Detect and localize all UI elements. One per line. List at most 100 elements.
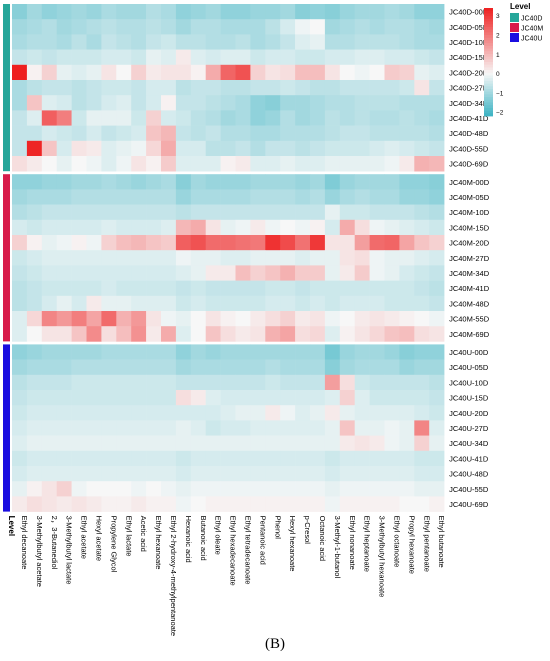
- heatmap-cell: [12, 390, 28, 406]
- heatmap-cell: [205, 450, 221, 467]
- heatmap-cell: [26, 420, 43, 436]
- heatmap-cell: [56, 265, 72, 281]
- heatmap-cell: [339, 326, 355, 342]
- heatmap-cell: [324, 4, 341, 20]
- heatmap-cell: [295, 265, 311, 281]
- heatmap-cell: [384, 466, 400, 482]
- heatmap-cell: [190, 450, 206, 467]
- heatmap-cell: [324, 204, 341, 221]
- heatmap-cell: [116, 420, 132, 436]
- heatmap-cell: [339, 156, 355, 172]
- heatmap-cell: [56, 235, 72, 251]
- heatmap-cell: [354, 49, 370, 66]
- heatmap-cell: [146, 280, 162, 297]
- heatmap-cell: [354, 496, 370, 512]
- heatmap-cell: [280, 156, 296, 172]
- heatmap-cell: [354, 311, 370, 327]
- heatmap-cell: [71, 64, 87, 81]
- heatmap-cell: [265, 390, 281, 406]
- heatmap-cell: [414, 110, 430, 126]
- heatmap-cell: [146, 435, 162, 452]
- heatmap-cell: [339, 19, 355, 35]
- heatmap-cell: [339, 219, 355, 236]
- color-scale-step: [484, 16, 493, 20]
- heatmap-cell: [414, 64, 430, 81]
- heatmap-cell: [56, 204, 72, 221]
- heatmap-cell: [220, 140, 236, 157]
- heatmap-cell: [384, 140, 400, 157]
- color-scale-step: [484, 105, 493, 109]
- heatmap-cell: [101, 405, 117, 421]
- heatmap-cell: [190, 250, 206, 266]
- column-label: Hexanoic acid: [184, 516, 193, 563]
- heatmap-cell: [369, 466, 385, 482]
- heatmap-cell: [220, 435, 236, 452]
- heatmap-cell: [399, 496, 415, 512]
- heatmap-cell: [86, 95, 102, 111]
- color-scale-step: [484, 32, 493, 36]
- heatmap-cell: [354, 80, 370, 96]
- heatmap-cell: [86, 110, 102, 126]
- row-label: JC40M-41D: [449, 284, 490, 293]
- heatmap-cell: [429, 280, 445, 297]
- heatmap-cell: [56, 34, 72, 50]
- heatmap-cell: [205, 496, 221, 512]
- heatmap-cell: [205, 326, 221, 342]
- heatmap-cell: [116, 466, 132, 482]
- heatmap-cell: [324, 435, 341, 452]
- heatmap-cell: [101, 189, 117, 205]
- heatmap-cell: [26, 19, 43, 35]
- heatmap-cell: [175, 219, 192, 236]
- heatmap-cell: [205, 64, 221, 81]
- heatmap-cell: [116, 295, 132, 312]
- heatmap-cell: [414, 19, 430, 35]
- row-label: JC40U-69D: [449, 500, 489, 509]
- heatmap-cell: [26, 64, 43, 81]
- heatmap-cell: [324, 156, 341, 172]
- heatmap-cell: [295, 4, 311, 20]
- heatmap-cell: [384, 481, 400, 497]
- heatmap-cell: [280, 219, 296, 236]
- heatmap-cell: [190, 359, 206, 376]
- heatmap-cell: [205, 435, 221, 452]
- heatmap-cell: [220, 359, 236, 376]
- heatmap-cell: [86, 156, 102, 172]
- heatmap-cell: [86, 326, 102, 342]
- heatmap-cell: [71, 405, 87, 421]
- column-label: Propyl hexanoate: [407, 516, 416, 574]
- column-label: Hexyl hexanoate: [288, 516, 297, 572]
- annotation-segment-jc40m: [3, 174, 10, 342]
- heatmap-cell: [161, 359, 177, 376]
- heatmap-cell: [190, 344, 206, 360]
- heatmap-cell: [205, 80, 221, 96]
- heatmap-cell: [26, 390, 43, 406]
- heatmap-cell: [280, 265, 296, 281]
- heatmap-cell: [324, 95, 341, 111]
- heatmap-cell: [310, 265, 326, 281]
- heatmap-cell: [26, 156, 43, 172]
- heatmap-cell: [12, 420, 28, 436]
- heatmap-cell: [324, 295, 341, 312]
- heatmap-cell: [205, 140, 221, 157]
- column-label: Ethyl lactate: [124, 516, 133, 557]
- heatmap-cell: [41, 34, 57, 50]
- heatmap-cell: [101, 435, 117, 452]
- heatmap-cell: [324, 49, 341, 66]
- heatmap-cell: [310, 359, 326, 376]
- heatmap-cell: [265, 280, 281, 297]
- heatmap-cell: [384, 34, 400, 50]
- heatmap-cell: [295, 359, 311, 376]
- heatmap-cell: [250, 311, 266, 327]
- heatmap-cell: [71, 204, 87, 221]
- heatmap-cell: [161, 235, 177, 251]
- heatmap-cell: [175, 311, 192, 327]
- color-scale-bar: 3 2 1 0 −1 −2: [484, 8, 504, 117]
- heatmap-cell: [161, 481, 177, 497]
- heatmap-cell: [175, 49, 192, 66]
- heatmap-cell: [12, 235, 28, 251]
- heatmap-cell: [175, 435, 192, 452]
- color-scale-step: [484, 78, 493, 82]
- heatmap-cell: [190, 204, 206, 221]
- heatmap-cell: [12, 265, 28, 281]
- heatmap-cell: [369, 390, 385, 406]
